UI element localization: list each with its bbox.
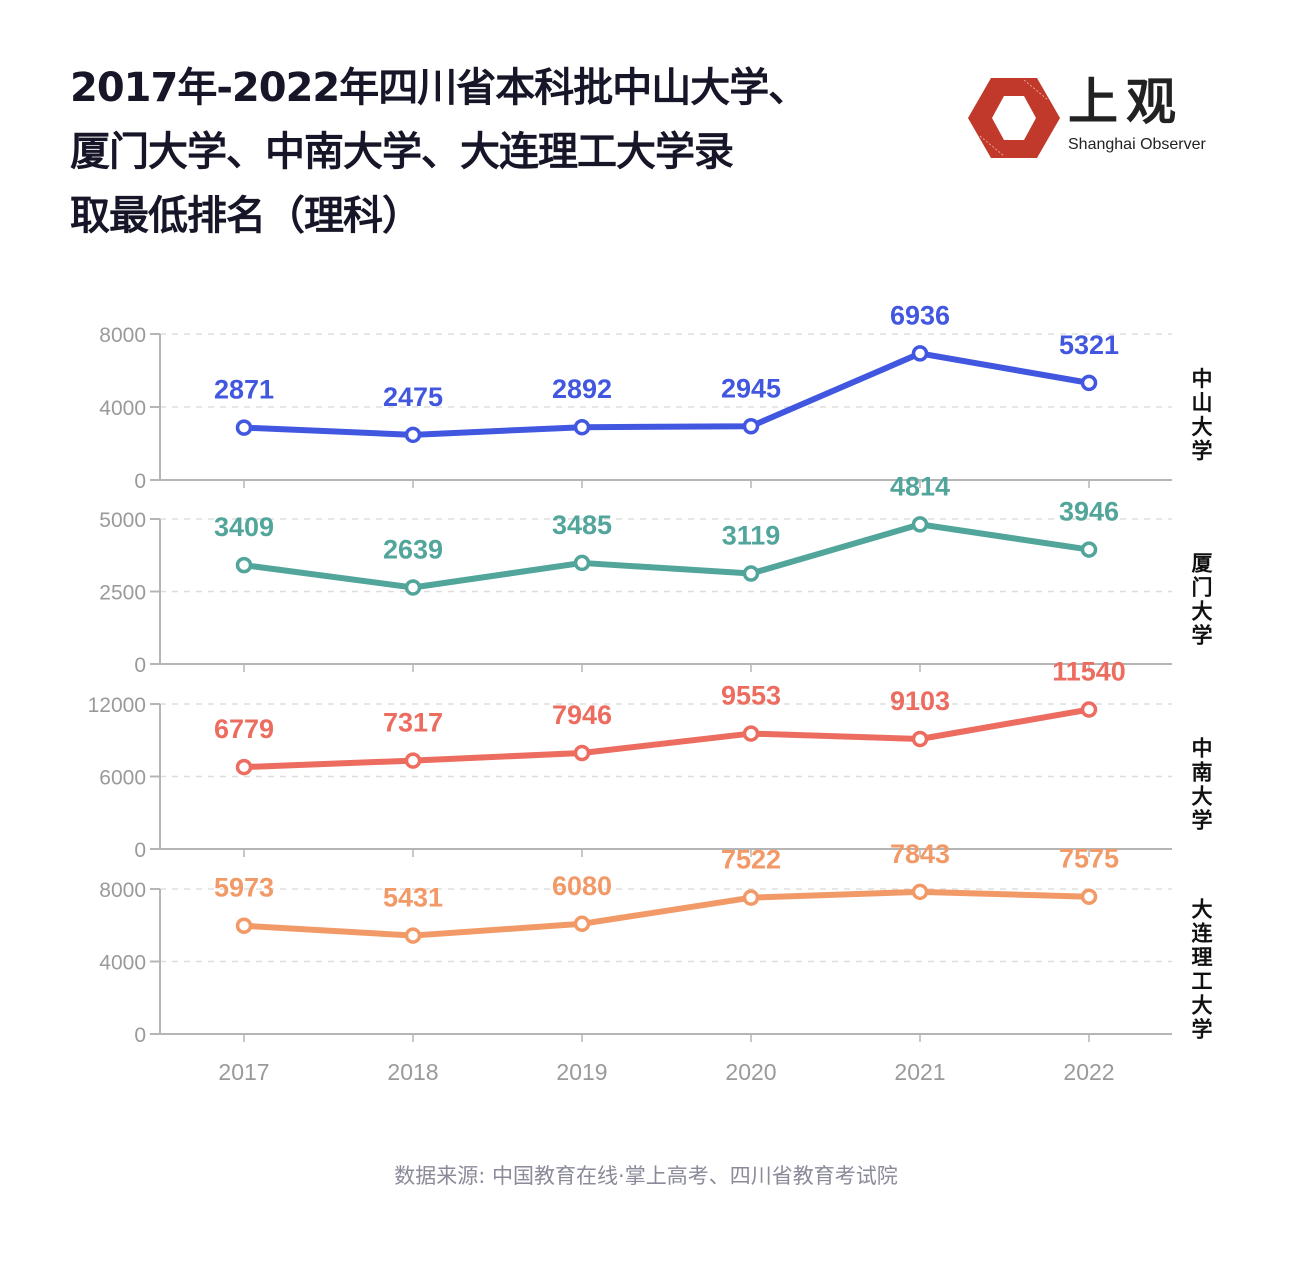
- data-point: [404, 426, 422, 444]
- y-tick-label: 0: [134, 470, 146, 493]
- data-label: 3119: [722, 521, 781, 551]
- series-line-中山大学: [241, 350, 1092, 438]
- y-tick-label: 6000: [99, 767, 146, 790]
- data-point: [742, 889, 760, 906]
- data-label: 3946: [1059, 497, 1119, 527]
- data-label: 2945: [721, 373, 781, 403]
- data-point: [911, 730, 929, 748]
- data-point: [404, 579, 422, 596]
- data-label: 2871: [214, 375, 274, 405]
- data-label: 5321: [1059, 330, 1119, 360]
- y-tick-label: 2500: [99, 582, 146, 605]
- data-point: [404, 752, 422, 769]
- panel-label: 厦门大学: [1192, 552, 1213, 648]
- x-tick-label: 2020: [725, 1059, 776, 1085]
- data-label: 7575: [1059, 844, 1119, 874]
- shanghai-observer-logo: 上观 Shanghai Observer: [968, 72, 1218, 162]
- data-label: 7946: [552, 700, 612, 730]
- data-point: [235, 758, 253, 776]
- data-point: [911, 516, 929, 533]
- data-point: [573, 418, 591, 436]
- x-tick-label: 2021: [894, 1059, 945, 1085]
- data-point: [235, 556, 253, 574]
- panel-label: 中南大学: [1192, 737, 1213, 833]
- data-point: [911, 883, 929, 901]
- data-label: 4814: [890, 471, 950, 501]
- y-tick-label: 0: [134, 654, 146, 677]
- x-tick-label: 2017: [218, 1059, 269, 1085]
- data-label: 3409: [214, 512, 274, 542]
- data-point: [573, 554, 591, 572]
- x-tick-label: 2022: [1063, 1059, 1114, 1085]
- data-point: [404, 927, 422, 944]
- data-label: 5431: [383, 883, 443, 913]
- series-line-大连理工大学: [241, 888, 1092, 939]
- y-tick-label: 0: [134, 839, 146, 862]
- data-point: [742, 418, 760, 435]
- panel-label: 中山大学: [1192, 367, 1213, 463]
- data-label: 7843: [890, 839, 950, 869]
- data-label: 6779: [214, 714, 274, 744]
- data-label: 6936: [890, 300, 950, 330]
- data-label: 2475: [383, 382, 443, 412]
- y-tick-label: 4000: [99, 397, 146, 420]
- data-label: 2639: [383, 534, 443, 564]
- data-point: [235, 419, 253, 436]
- title-line-1: 2017年-2022年四川省本科批中山大学、: [70, 65, 808, 111]
- data-point: [742, 565, 760, 582]
- hexagon-logo-icon: [968, 78, 1060, 158]
- y-tick-label: 8000: [99, 324, 146, 347]
- data-label: 7317: [383, 708, 443, 738]
- data-point: [1080, 888, 1098, 905]
- data-point: [1080, 374, 1098, 392]
- data-point: [742, 725, 760, 742]
- title-line-3: 取最低排名（理科）: [70, 193, 422, 239]
- panel-label: 大连理工大学: [1192, 898, 1214, 1042]
- data-point: [1080, 701, 1098, 718]
- y-tick-label: 8000: [99, 879, 146, 902]
- data-label: 11540: [1052, 657, 1126, 687]
- logo-name-cn: 上观: [1068, 72, 1184, 131]
- y-tick-label: 12000: [88, 694, 146, 717]
- data-point: [911, 345, 929, 362]
- data-point: [235, 917, 253, 934]
- data-label: 9103: [890, 686, 950, 716]
- y-tick-label: 0: [134, 1024, 146, 1047]
- data-source: 数据来源: 中国教育在线·掌上高考、四川省教育考试院: [394, 1164, 898, 1188]
- data-label: 6080: [552, 871, 612, 901]
- series-line-中南大学: [241, 706, 1092, 771]
- data-label: 5973: [214, 873, 274, 903]
- data-label: 9553: [721, 681, 781, 711]
- data-label: 3485: [552, 510, 612, 540]
- x-tick-label: 2018: [387, 1059, 438, 1085]
- data-point: [1080, 541, 1098, 558]
- logo-name-en: Shanghai Observer: [1068, 136, 1206, 153]
- data-label: 7522: [721, 845, 781, 875]
- data-point: [573, 915, 591, 933]
- y-tick-label: 5000: [99, 509, 146, 532]
- series-line-厦门大学: [241, 521, 1092, 591]
- y-tick-label: 4000: [99, 952, 146, 975]
- data-point: [573, 744, 591, 762]
- x-tick-label: 2019: [556, 1059, 607, 1085]
- data-label: 2892: [552, 374, 612, 404]
- chart-title: 2017年-2022年四川省本科批中山大学、 厦门大学、中南大学、大连理工大学录…: [70, 56, 890, 248]
- title-line-2: 厦门大学、中南大学、大连理工大学录: [70, 129, 734, 175]
